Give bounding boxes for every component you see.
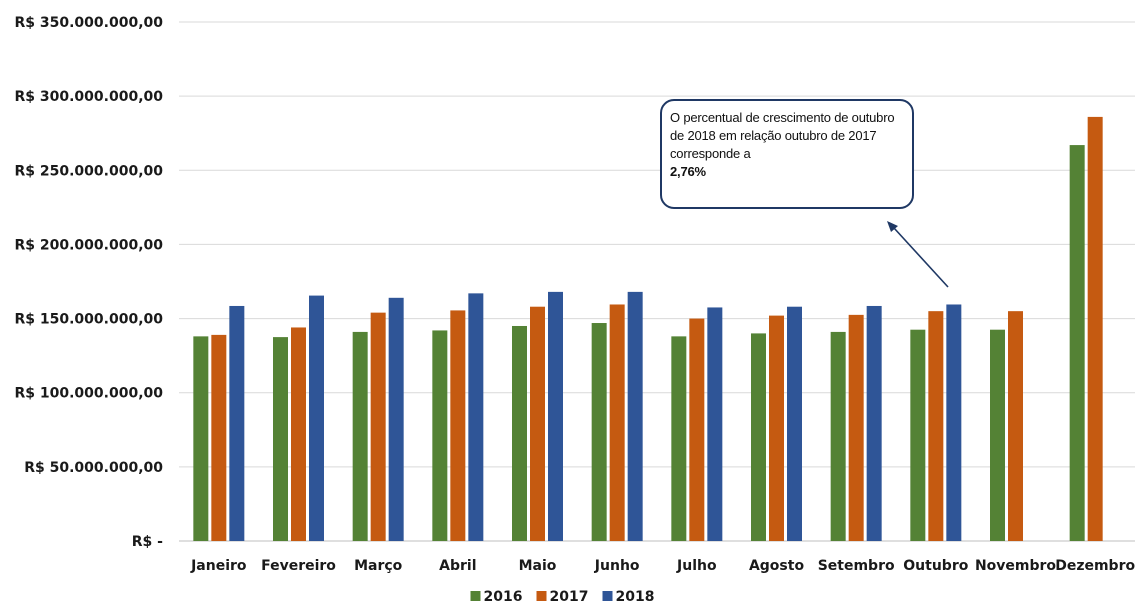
x-tick-label: Abril <box>439 558 476 574</box>
legend-label: 2017 <box>550 589 589 605</box>
bar-2017 <box>928 311 944 541</box>
bar-2016 <box>432 330 448 541</box>
legend-swatch <box>470 591 481 601</box>
bar-2017 <box>370 312 386 541</box>
y-tick-label: R$ 250.000.000,00 <box>14 163 163 179</box>
bar-2017 <box>769 315 784 541</box>
legend-label: 2018 <box>616 589 655 605</box>
bar-2016 <box>273 337 288 541</box>
gridlines <box>179 21 1135 542</box>
bar-2016 <box>990 329 1005 541</box>
bar-2018 <box>548 291 563 541</box>
x-tick-label: Setembro <box>818 558 895 574</box>
legend-swatch <box>602 591 613 601</box>
callout-arrow-head <box>887 221 898 232</box>
bars <box>193 116 1103 541</box>
y-tick-label: R$ 150.000.000,00 <box>14 312 163 328</box>
bar-2017 <box>291 327 306 541</box>
x-tick-label: Novembro <box>975 558 1056 574</box>
bar-2016 <box>910 329 926 541</box>
bar-2016 <box>671 336 687 541</box>
x-tick-label: Janeiro <box>190 558 247 574</box>
bar-2017 <box>450 310 466 541</box>
bar-2018 <box>388 297 404 541</box>
callout-arrow-line <box>893 227 949 288</box>
x-tick-label: Dezembro <box>1055 558 1135 574</box>
callout-arrow <box>887 221 949 288</box>
bar-2016 <box>1069 145 1085 541</box>
bar-2017 <box>689 318 705 541</box>
bar-2016 <box>512 325 527 541</box>
bar-2018 <box>229 305 245 541</box>
x-tick-label: Junho <box>594 558 640 574</box>
x-tick-label: Agosto <box>749 558 805 574</box>
x-axis-ticks: Janeiro Fevereiro Março Abril Maio Junho Julho… <box>190 558 1135 574</box>
x-tick-label: Outubro <box>903 558 968 574</box>
y-axis-ticks: R$ - R$ 50.000.000,00 R$ 100.000.000,00 R$ … <box>14 15 163 550</box>
x-tick-label: Fevereiro <box>261 558 336 574</box>
callout-value: 2,76% <box>670 164 706 179</box>
bar-2016 <box>352 331 368 541</box>
callout-box: O percentual de crescimento de outubro d… <box>660 99 914 209</box>
bar-2017 <box>848 314 864 541</box>
bar-2017 <box>530 306 545 541</box>
y-tick-label: R$ - <box>132 534 163 550</box>
bar-2016 <box>830 331 846 541</box>
bar-2017 <box>1087 116 1103 541</box>
bar-2016 <box>591 323 607 541</box>
y-tick-label: R$ 200.000.000,00 <box>14 237 163 253</box>
bar-2018 <box>946 304 962 541</box>
legend-label: 2016 <box>484 589 523 605</box>
legend-swatch <box>536 591 547 601</box>
y-tick-label: R$ 350.000.000,00 <box>14 15 163 31</box>
bar-2018 <box>707 307 723 541</box>
x-tick-label: Março <box>354 558 403 574</box>
y-tick-label: R$ 300.000.000,00 <box>14 89 163 105</box>
bar-2016 <box>193 336 209 541</box>
bar-2017 <box>609 304 625 541</box>
bar-2018 <box>468 293 484 541</box>
bar-2016 <box>751 333 766 541</box>
legend: 2016 2017 2018 <box>470 589 655 605</box>
x-tick-label: Maio <box>519 558 557 574</box>
bar-2017 <box>1008 311 1023 541</box>
callout-text: O percentual de crescimento de outubro d… <box>670 110 895 161</box>
bar-2018 <box>627 291 643 541</box>
bar-2018 <box>309 295 324 541</box>
y-tick-label: R$ 100.000.000,00 <box>14 386 163 402</box>
bar-2018 <box>866 305 882 541</box>
x-tick-label: Julho <box>676 558 717 574</box>
y-tick-label: R$ 50.000.000,00 <box>24 460 163 476</box>
bar-2017 <box>211 334 227 541</box>
bar-2018 <box>787 306 802 541</box>
